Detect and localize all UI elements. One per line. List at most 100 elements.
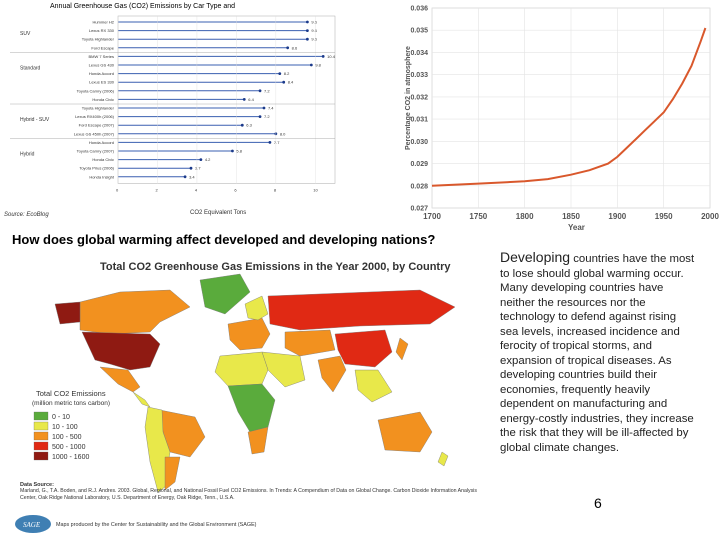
legend-label: 10 - 100: [52, 424, 78, 431]
legend-swatch: [33, 411, 49, 421]
country-new-zealand: [437, 451, 449, 467]
co2-chart-svg: 0.027 0.028 0.029 0.030 0.031 0.032 0.033 0.034…: [405, 6, 719, 233]
co2-x-tick: 1950: [655, 212, 673, 221]
legend-title: Total CO2 Emissions: [36, 389, 106, 398]
legend-swatch: [33, 431, 49, 441]
co2-line-chart: 0.027 0.028 0.029 0.030 0.031 0.032 0.033 0.034…: [398, 0, 720, 233]
car-model-label: Toyota Highlander: [82, 37, 115, 42]
car-model-label: Honda Insight: [89, 174, 115, 179]
car-value-label: 8.6: [292, 45, 298, 50]
region-north-africa: [214, 351, 269, 387]
car-bar-marker: [258, 115, 262, 118]
car-model-label: BMW 7 Series: [88, 54, 114, 59]
car-bar-marker: [258, 89, 262, 93]
map-legend: Total CO2 Emissions (million metric tons…: [32, 389, 110, 461]
sage-logo-text: SAGE: [23, 521, 41, 529]
car-x-tick: 0: [116, 187, 119, 192]
country-mexico: [99, 366, 141, 393]
legend-label: 1000 - 1600: [52, 454, 89, 461]
car-value-label: 8.4: [288, 80, 294, 85]
co2-y-tick: 0.029: [410, 161, 428, 168]
country-south-africa: [247, 426, 269, 455]
car-x-tick: 6: [234, 187, 237, 192]
car-bar-marker: [189, 166, 193, 170]
co2-y-tick: 0.035: [410, 28, 428, 35]
country-china: [334, 329, 393, 368]
co2-y-tick: 0.033: [410, 72, 428, 79]
page-number: 6: [594, 495, 602, 511]
car-model-label: Honda Accord: [89, 140, 114, 145]
car-value-label: 6.4: [248, 97, 254, 102]
legend-swatch: [33, 441, 49, 451]
co2-series-line: [431, 27, 707, 187]
legend-items: 0 - 10 10 - 100 100 - 500 500 - 1000 1000 - …: [33, 411, 89, 461]
car-bar-marker: [268, 141, 272, 144]
co2-ylabel: Percentage CO2 in atmosphere: [405, 46, 412, 150]
region-scandinavia: [244, 295, 269, 321]
car-value-label: 10.4: [327, 54, 336, 59]
country-canada: [79, 289, 191, 335]
car-model-label: Lexus RX 330: [89, 28, 115, 33]
car-chart-title: Annual Greenhouse Gas (CO2) Emissions by…: [50, 3, 235, 10]
country-argentina: [164, 456, 181, 491]
car-model-label: Honda Accord: [89, 71, 114, 76]
car-bars-group: Hummer H2 9.6 Lexus RX 330 9.6 Toyota Highla…: [74, 20, 336, 180]
data-source-text: Marland, G., T.A. Boden, and R.J. Andres…: [20, 488, 477, 501]
car-model-label: Honda Civic: [92, 97, 114, 102]
car-value-label: 6.3: [246, 123, 252, 128]
car-bar-marker: [305, 29, 309, 32]
car-value-label: 3.7: [195, 166, 201, 171]
car-emissions-svg: Annual Greenhouse Gas (CO2) Emissions by…: [4, 3, 336, 218]
car-value-label: 3.4: [189, 174, 195, 179]
region-southeast-asia: [354, 369, 393, 403]
car-bar-marker: [240, 123, 244, 127]
car-value-label: 4.2: [205, 157, 211, 162]
country-alaska: [54, 301, 81, 325]
region-europe: [227, 317, 271, 351]
car-x-tick: 10: [313, 187, 318, 192]
co2-x-tick: 1900: [608, 212, 626, 221]
co2-xlabel: Year: [568, 223, 585, 232]
co2-grid: [431, 7, 711, 209]
co2-x-tick: 1700: [423, 212, 441, 221]
data-source-heading: Data Source:: [20, 482, 54, 488]
country-australia: [377, 411, 433, 453]
legend-swatch: [33, 451, 49, 461]
co2-x-tick: 1850: [562, 212, 580, 221]
car-value-label: 7.4: [268, 106, 274, 111]
car-x-tick: 2: [155, 187, 158, 192]
country-india: [317, 355, 347, 393]
car-bar-marker: [242, 98, 246, 101]
legend-subtitle: (million metric tons carbon): [32, 400, 110, 407]
region-middle-east: [261, 351, 306, 388]
map-countries: [54, 273, 456, 493]
region-central-america: [132, 391, 151, 408]
legend-swatch: [33, 421, 49, 431]
country-greenland: [199, 273, 251, 315]
car-bar-marker: [305, 20, 309, 24]
car-model-label: Ford Escape (2007): [79, 123, 115, 128]
car-value-label: 7.2: [264, 114, 270, 119]
car-group-label: Standard: [20, 66, 41, 72]
car-group-label: Hybrid: [20, 152, 35, 158]
legend-label: 0 - 10: [52, 414, 70, 421]
car-value-label: 9.6: [311, 37, 317, 42]
car-value-label: 9.6: [311, 28, 317, 33]
car-value-label: 8.0: [280, 131, 286, 136]
car-model-label: Honda Civic: [92, 157, 114, 162]
car-model-label: Toyota Camry (2007): [77, 149, 115, 154]
region-central-africa: [227, 383, 276, 433]
car-model-label: Toyota Camry (2006): [77, 88, 115, 93]
car-value-label: 5.8: [236, 149, 242, 154]
car-axis-group: 0 2 4 6 8 10 SUV Standard Hybrid - SUV Hybrid: [10, 15, 336, 192]
car-model-label: Ford Escape: [91, 45, 114, 50]
car-chart-source: Source: EcoBlog: [4, 212, 49, 218]
question-heading: How does global warming affect developed…: [12, 232, 436, 247]
country-usa: [81, 331, 161, 371]
car-bar-marker: [309, 63, 313, 67]
co2-y-tick: 0.030: [410, 139, 428, 146]
sage-logo: SAGE: [15, 515, 51, 533]
car-bar-marker: [305, 37, 309, 41]
car-x-tick: 8: [274, 187, 277, 192]
car-model-label: Lexus GS 450h (2007): [74, 131, 115, 136]
